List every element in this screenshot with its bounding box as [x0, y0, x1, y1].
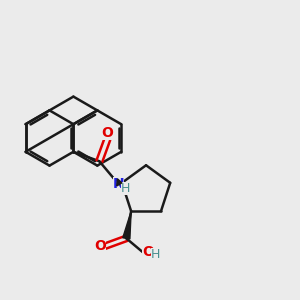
Text: O: O [101, 126, 113, 140]
Text: N: N [113, 177, 124, 191]
Text: H: H [151, 248, 160, 262]
Polygon shape [117, 179, 122, 186]
Polygon shape [123, 211, 131, 239]
Text: O: O [94, 239, 106, 254]
Text: O: O [142, 245, 154, 259]
Text: H: H [121, 182, 130, 196]
